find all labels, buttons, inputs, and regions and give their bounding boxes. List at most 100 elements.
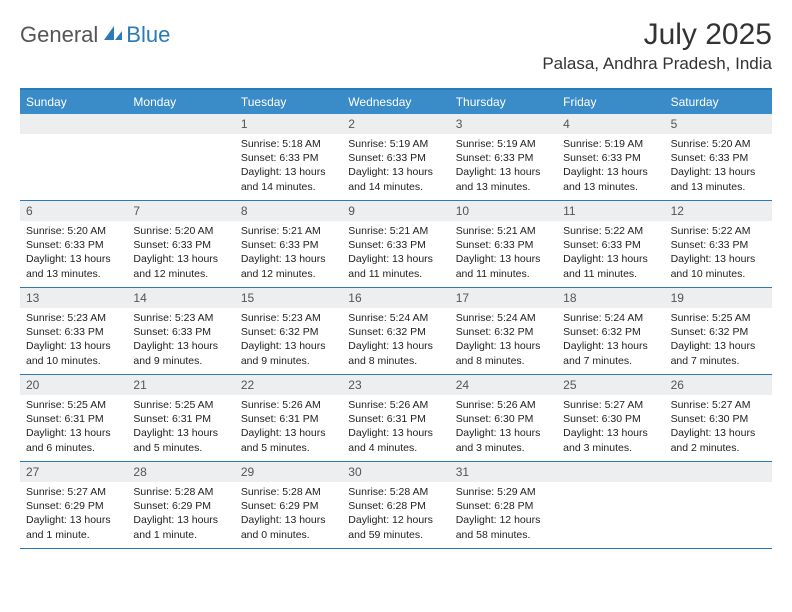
day-cell: 26Sunrise: 5:27 AMSunset: 6:30 PMDayligh… [665, 375, 772, 461]
day-cell: 17Sunrise: 5:24 AMSunset: 6:32 PMDayligh… [450, 288, 557, 374]
sunrise-line: Sunrise: 5:20 AM [671, 137, 766, 151]
day-number: 18 [557, 288, 664, 308]
location-label: Palasa, Andhra Pradesh, India [542, 54, 772, 74]
daylight-line: Daylight: 13 hours and 9 minutes. [241, 339, 336, 367]
day-details: Sunrise: 5:19 AMSunset: 6:33 PMDaylight:… [450, 134, 557, 200]
sunset-line: Sunset: 6:30 PM [671, 412, 766, 426]
day-header: Monday [127, 90, 234, 114]
day-cell: 6Sunrise: 5:20 AMSunset: 6:33 PMDaylight… [20, 201, 127, 287]
sunset-line: Sunset: 6:33 PM [671, 238, 766, 252]
daylight-line: Daylight: 13 hours and 3 minutes. [563, 426, 658, 454]
daylight-line: Daylight: 13 hours and 5 minutes. [133, 426, 228, 454]
empty-cell [557, 462, 664, 548]
day-details: Sunrise: 5:25 AMSunset: 6:31 PMDaylight:… [20, 395, 127, 461]
daylight-line: Daylight: 13 hours and 13 minutes. [456, 165, 551, 193]
daylight-line: Daylight: 13 hours and 1 minute. [26, 513, 121, 541]
day-number: 5 [665, 114, 772, 134]
sunrise-line: Sunrise: 5:18 AM [241, 137, 336, 151]
sunrise-line: Sunrise: 5:29 AM [456, 485, 551, 499]
sunrise-line: Sunrise: 5:23 AM [26, 311, 121, 325]
week-row: 1Sunrise: 5:18 AMSunset: 6:33 PMDaylight… [20, 114, 772, 201]
sunset-line: Sunset: 6:33 PM [241, 238, 336, 252]
day-cell: 10Sunrise: 5:21 AMSunset: 6:33 PMDayligh… [450, 201, 557, 287]
day-details: Sunrise: 5:28 AMSunset: 6:29 PMDaylight:… [235, 482, 342, 548]
day-number [557, 462, 664, 482]
day-number: 30 [342, 462, 449, 482]
daylight-line: Daylight: 13 hours and 10 minutes. [26, 339, 121, 367]
day-number: 7 [127, 201, 234, 221]
day-number: 11 [557, 201, 664, 221]
day-cell: 13Sunrise: 5:23 AMSunset: 6:33 PMDayligh… [20, 288, 127, 374]
day-details: Sunrise: 5:18 AMSunset: 6:33 PMDaylight:… [235, 134, 342, 200]
day-cell: 20Sunrise: 5:25 AMSunset: 6:31 PMDayligh… [20, 375, 127, 461]
day-details: Sunrise: 5:27 AMSunset: 6:29 PMDaylight:… [20, 482, 127, 548]
sunset-line: Sunset: 6:32 PM [671, 325, 766, 339]
day-details: Sunrise: 5:20 AMSunset: 6:33 PMDaylight:… [665, 134, 772, 200]
day-number: 21 [127, 375, 234, 395]
day-number: 28 [127, 462, 234, 482]
week-row: 27Sunrise: 5:27 AMSunset: 6:29 PMDayligh… [20, 462, 772, 549]
day-details: Sunrise: 5:21 AMSunset: 6:33 PMDaylight:… [342, 221, 449, 287]
day-details: Sunrise: 5:26 AMSunset: 6:31 PMDaylight:… [342, 395, 449, 461]
day-cell: 29Sunrise: 5:28 AMSunset: 6:29 PMDayligh… [235, 462, 342, 548]
day-cell: 18Sunrise: 5:24 AMSunset: 6:32 PMDayligh… [557, 288, 664, 374]
day-details: Sunrise: 5:21 AMSunset: 6:33 PMDaylight:… [450, 221, 557, 287]
sunset-line: Sunset: 6:31 PM [241, 412, 336, 426]
day-number: 31 [450, 462, 557, 482]
sunrise-line: Sunrise: 5:27 AM [26, 485, 121, 499]
day-details: Sunrise: 5:20 AMSunset: 6:33 PMDaylight:… [127, 221, 234, 287]
day-number: 19 [665, 288, 772, 308]
day-number [665, 462, 772, 482]
daylight-line: Daylight: 13 hours and 7 minutes. [563, 339, 658, 367]
sunset-line: Sunset: 6:33 PM [348, 151, 443, 165]
sunset-line: Sunset: 6:31 PM [26, 412, 121, 426]
empty-cell [127, 114, 234, 200]
day-header: Tuesday [235, 90, 342, 114]
sunrise-line: Sunrise: 5:26 AM [456, 398, 551, 412]
day-cell: 1Sunrise: 5:18 AMSunset: 6:33 PMDaylight… [235, 114, 342, 200]
day-number: 6 [20, 201, 127, 221]
daylight-line: Daylight: 13 hours and 13 minutes. [671, 165, 766, 193]
day-number: 1 [235, 114, 342, 134]
sunset-line: Sunset: 6:29 PM [241, 499, 336, 513]
day-number: 2 [342, 114, 449, 134]
day-number: 27 [20, 462, 127, 482]
day-cell: 7Sunrise: 5:20 AMSunset: 6:33 PMDaylight… [127, 201, 234, 287]
day-number: 9 [342, 201, 449, 221]
daylight-line: Daylight: 13 hours and 14 minutes. [348, 165, 443, 193]
day-number: 3 [450, 114, 557, 134]
day-cell: 4Sunrise: 5:19 AMSunset: 6:33 PMDaylight… [557, 114, 664, 200]
sunrise-line: Sunrise: 5:20 AM [26, 224, 121, 238]
sunrise-line: Sunrise: 5:22 AM [671, 224, 766, 238]
day-cell: 16Sunrise: 5:24 AMSunset: 6:32 PMDayligh… [342, 288, 449, 374]
sunset-line: Sunset: 6:31 PM [348, 412, 443, 426]
day-details: Sunrise: 5:27 AMSunset: 6:30 PMDaylight:… [665, 395, 772, 461]
sunrise-line: Sunrise: 5:23 AM [241, 311, 336, 325]
daylight-line: Daylight: 13 hours and 9 minutes. [133, 339, 228, 367]
daylight-line: Daylight: 13 hours and 7 minutes. [671, 339, 766, 367]
week-row: 20Sunrise: 5:25 AMSunset: 6:31 PMDayligh… [20, 375, 772, 462]
sunrise-line: Sunrise: 5:26 AM [348, 398, 443, 412]
sunset-line: Sunset: 6:29 PM [26, 499, 121, 513]
sunrise-line: Sunrise: 5:23 AM [133, 311, 228, 325]
day-number: 8 [235, 201, 342, 221]
day-number: 25 [557, 375, 664, 395]
day-cell: 28Sunrise: 5:28 AMSunset: 6:29 PMDayligh… [127, 462, 234, 548]
day-details: Sunrise: 5:29 AMSunset: 6:28 PMDaylight:… [450, 482, 557, 548]
logo-text-blue: Blue [126, 22, 170, 48]
day-details: Sunrise: 5:24 AMSunset: 6:32 PMDaylight:… [450, 308, 557, 374]
sunset-line: Sunset: 6:33 PM [456, 151, 551, 165]
sunrise-line: Sunrise: 5:27 AM [671, 398, 766, 412]
daylight-line: Daylight: 13 hours and 13 minutes. [563, 165, 658, 193]
daylight-line: Daylight: 13 hours and 4 minutes. [348, 426, 443, 454]
sunrise-line: Sunrise: 5:28 AM [133, 485, 228, 499]
day-details: Sunrise: 5:28 AMSunset: 6:28 PMDaylight:… [342, 482, 449, 548]
day-cell: 12Sunrise: 5:22 AMSunset: 6:33 PMDayligh… [665, 201, 772, 287]
logo: General Blue [20, 18, 170, 48]
empty-cell [20, 114, 127, 200]
daylight-line: Daylight: 12 hours and 59 minutes. [348, 513, 443, 541]
sunrise-line: Sunrise: 5:25 AM [671, 311, 766, 325]
sunset-line: Sunset: 6:28 PM [456, 499, 551, 513]
day-details: Sunrise: 5:19 AMSunset: 6:33 PMDaylight:… [342, 134, 449, 200]
sunrise-line: Sunrise: 5:19 AM [563, 137, 658, 151]
